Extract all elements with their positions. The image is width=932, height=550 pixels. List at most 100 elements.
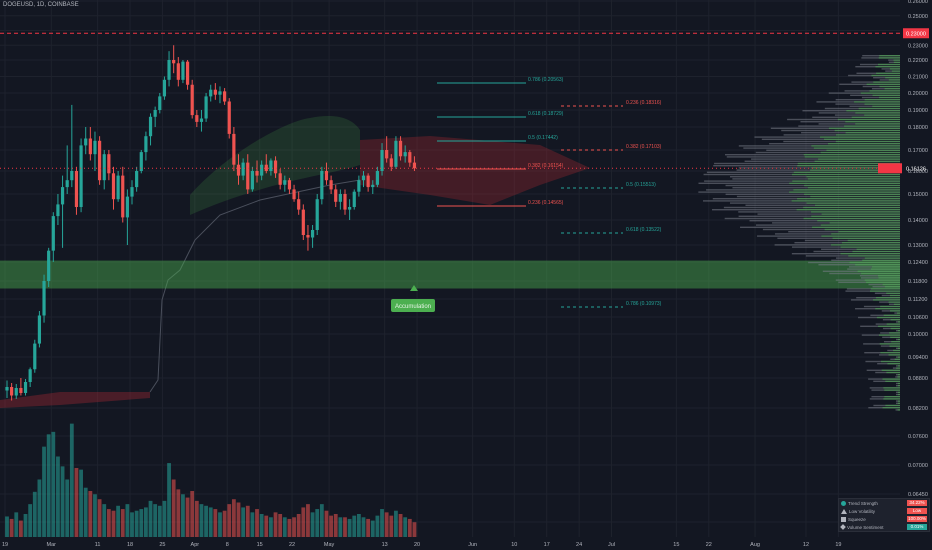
volume-profile-bar bbox=[818, 158, 900, 160]
volume-profile-bar bbox=[817, 220, 900, 222]
volume-profile-bar bbox=[792, 180, 900, 182]
volume-bar bbox=[394, 510, 398, 537]
volume-profile-bar bbox=[882, 407, 900, 409]
candle-body bbox=[176, 63, 180, 80]
fib-levels: 0.786 (0.20563) 0.618 (0.18729) 0.236 (0.1… bbox=[437, 77, 662, 308]
volume-profile-bar bbox=[844, 125, 900, 127]
volume-bar bbox=[167, 463, 171, 537]
legend-row-trend-strength[interactable]: Trend Strength 34.22% bbox=[839, 499, 929, 507]
volume-profile-bar bbox=[791, 173, 900, 176]
volume-profile-bar bbox=[828, 143, 900, 145]
candle-body bbox=[236, 164, 241, 176]
volume-bar bbox=[213, 509, 218, 537]
candle-body bbox=[338, 194, 342, 202]
volume-bar bbox=[74, 468, 79, 537]
fib-label: 0.5 (0.15513) bbox=[626, 182, 656, 188]
volume-profile-bar bbox=[897, 330, 900, 332]
legend-value: 34.22% bbox=[907, 500, 927, 506]
grid-lines bbox=[0, 0, 900, 537]
time-axis-label: 20 bbox=[414, 542, 420, 548]
candle-body bbox=[380, 150, 384, 171]
candle-body bbox=[320, 171, 324, 200]
volume-bar bbox=[83, 487, 88, 537]
candle-body bbox=[10, 387, 14, 396]
volume-profile-bar bbox=[884, 88, 900, 90]
volume-profile-bar bbox=[810, 169, 900, 171]
volume-profile-bar bbox=[879, 343, 900, 345]
volume-profile-bar bbox=[897, 409, 900, 411]
volume-bar bbox=[60, 466, 65, 537]
symbol-title[interactable]: DOGEUSD, 1D, COINBASE bbox=[3, 2, 79, 8]
triangle-icon bbox=[841, 508, 847, 514]
volume-profile-bar bbox=[834, 129, 900, 132]
volume-profile-bar bbox=[877, 275, 900, 277]
accumulation-annotation: Accumulation bbox=[391, 285, 435, 312]
volume-profile-bar bbox=[879, 96, 900, 99]
time-axis-label: 22 bbox=[289, 542, 295, 548]
volume-profile-bar bbox=[796, 209, 900, 211]
time-axis-label: Apr bbox=[191, 542, 200, 548]
time-axis-label: Mar bbox=[47, 542, 57, 548]
candle-body bbox=[102, 154, 106, 181]
volume-profile-bar bbox=[866, 83, 900, 85]
volume-bar bbox=[282, 517, 287, 537]
volume-profile-bar bbox=[854, 101, 900, 103]
candle-body bbox=[213, 89, 217, 95]
annotation-box bbox=[391, 299, 435, 312]
time-axis-label: 17 bbox=[544, 542, 550, 548]
volume-profile-bar bbox=[889, 310, 900, 312]
legend-row-volume-sentiment[interactable]: Volume Sentiment 0.01% bbox=[839, 523, 929, 531]
candle-body bbox=[153, 110, 157, 117]
cloud-red-low bbox=[0, 392, 150, 408]
legend-row-low-volatility[interactable]: Low Volatility Low bbox=[839, 507, 929, 515]
volume-bar bbox=[144, 507, 148, 537]
volume-profile-bar bbox=[875, 297, 900, 299]
volume-profile-bar bbox=[828, 127, 900, 129]
volume-profile-bar bbox=[804, 184, 900, 187]
volume-profile-bar bbox=[875, 308, 900, 310]
price-axis-label: 0.25000 bbox=[908, 14, 928, 20]
candle-body bbox=[130, 187, 134, 197]
volume-bar bbox=[333, 514, 338, 537]
volume-profile-bar bbox=[889, 345, 900, 347]
candle-body bbox=[292, 189, 296, 200]
volume-bar bbox=[208, 507, 213, 537]
annotation-pointer bbox=[410, 285, 418, 291]
volume-profile-bar bbox=[890, 319, 900, 321]
volume-profile-bar bbox=[803, 206, 900, 209]
volume-profile-bar bbox=[851, 116, 900, 118]
volume-bar bbox=[116, 505, 121, 537]
volume-profile-bar bbox=[846, 110, 900, 112]
volume-profile-bar bbox=[870, 288, 900, 290]
price-axis-label: 0.08200 bbox=[908, 406, 928, 412]
volume-profile-bar bbox=[890, 336, 900, 338]
candle-body bbox=[394, 140, 398, 167]
fib-label: 0.382 (0.17103) bbox=[626, 144, 662, 150]
volume-profile-bar bbox=[864, 257, 900, 259]
volume-profile-bar bbox=[876, 316, 900, 319]
candle-body bbox=[5, 387, 9, 391]
price-axis-label: 0.13000 bbox=[908, 243, 928, 249]
legend-row-squeeze[interactable]: Squeeze 100.00% bbox=[839, 515, 929, 523]
volume-profile-bar bbox=[884, 396, 900, 398]
candles bbox=[5, 45, 417, 401]
volume-bar bbox=[407, 518, 412, 537]
volume-profile-bar bbox=[885, 77, 900, 79]
candle-body bbox=[60, 187, 65, 205]
time-axis-label: 22 bbox=[706, 542, 712, 548]
volume-profile-bar bbox=[882, 283, 900, 286]
volume-bar bbox=[245, 505, 250, 537]
candle-body bbox=[255, 171, 259, 176]
candle-body bbox=[111, 173, 116, 200]
volume-profile-bar bbox=[884, 389, 900, 391]
volume-bar bbox=[306, 504, 310, 537]
legend-value: 0.01% bbox=[907, 524, 927, 530]
candle-body bbox=[260, 164, 264, 176]
volume-profile-bar bbox=[848, 255, 900, 257]
volume-bar bbox=[384, 512, 389, 537]
volume-profile-bar bbox=[847, 239, 900, 242]
price-axis-label: 0.22000 bbox=[908, 58, 928, 64]
volume-profile bbox=[698, 55, 900, 411]
candle-body bbox=[93, 140, 97, 155]
